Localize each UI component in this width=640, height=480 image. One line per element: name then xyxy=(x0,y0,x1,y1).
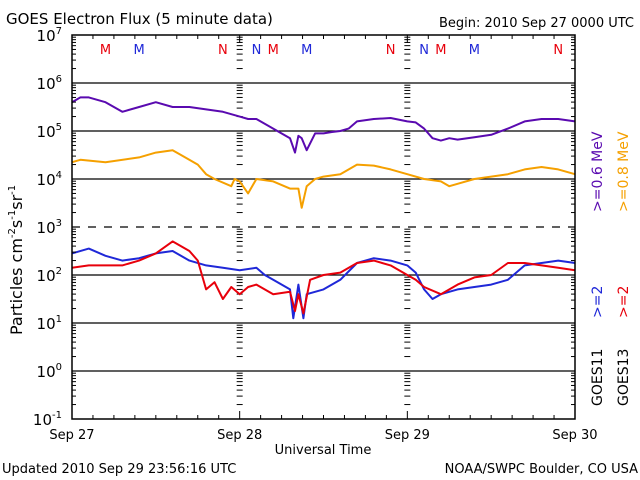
y-tick-base: 10 xyxy=(37,315,56,333)
y-tick-exponent: 1 xyxy=(56,314,62,325)
legend-goes11: GOES11 xyxy=(590,349,606,406)
marker-m: M xyxy=(435,43,446,58)
y-tick-exponent: 7 xyxy=(56,26,62,37)
marker-m: M xyxy=(301,43,312,58)
x-tick-label: Sep 30 xyxy=(552,428,597,443)
y-tick-label: 104 xyxy=(37,170,62,189)
series-line-goes13-2-mev xyxy=(71,240,576,315)
y-tick-exponent: 3 xyxy=(56,218,62,229)
y-tick-exponent: 5 xyxy=(56,122,62,133)
legend-goes13-2mev: >=2 xyxy=(616,286,632,318)
y-tick-label: 101 xyxy=(37,314,62,333)
y-axis-label: Particles cm-2s-1sr-1 xyxy=(7,185,26,335)
grid-lines xyxy=(72,36,575,406)
y-unit-exp-3: -1 xyxy=(7,185,18,195)
legend-goes11-0.6mev: >=0.6 MeV xyxy=(590,131,606,212)
y-tick-exponent: 0 xyxy=(56,362,62,373)
y-unit-exp-2: -1 xyxy=(7,210,18,220)
y-tick-exponent: 2 xyxy=(56,266,62,277)
marker-m: M xyxy=(133,43,144,58)
x-tick-labels: Sep 27 Sep 28 Sep 29 Sep 30 xyxy=(49,428,597,443)
y-tick-exponent: -1 xyxy=(52,410,62,421)
y-tick-exponent: 4 xyxy=(56,170,62,181)
y-tick-base: 10 xyxy=(37,171,56,189)
marker-m: M xyxy=(268,43,279,58)
marker-n: N xyxy=(218,43,228,58)
marker-n: N xyxy=(553,43,563,58)
plot-border xyxy=(71,34,576,420)
y-tick-base: 10 xyxy=(37,267,56,285)
y-unit-s: s xyxy=(7,220,26,228)
series-line-goes11-0-6-mev xyxy=(71,96,576,154)
y-tick-base: 10 xyxy=(37,219,56,237)
y-tick-base: 10 xyxy=(37,27,56,45)
legend: >=0.6 MeV >=0.8 MeV >=2 >=2 GOES11 GOES1… xyxy=(590,131,632,406)
plot-frame xyxy=(71,34,576,420)
y-tick-label: 107 xyxy=(37,26,62,45)
y-tick-base: 10 xyxy=(37,75,56,93)
credit-text: NOAA/SWPC Boulder, CO USA xyxy=(445,462,638,477)
y-unit-exp-1: -2 xyxy=(7,228,18,238)
y-tick-label: 105 xyxy=(37,122,62,141)
y-tick-label: 102 xyxy=(37,266,62,285)
marker-n: N xyxy=(252,43,262,58)
legend-goes13: GOES13 xyxy=(616,349,632,406)
marker-m: M xyxy=(100,43,111,58)
y-tick-label: 103 xyxy=(37,218,62,237)
series-group xyxy=(71,96,576,320)
series-line-goes13-0-8-mev xyxy=(71,149,576,209)
marker-m: M xyxy=(469,43,480,58)
y-tick-base: 10 xyxy=(37,123,56,141)
y-tick-label: 10-1 xyxy=(33,410,62,429)
updated-timestamp: Updated 2010 Sep 29 23:56:16 UTC xyxy=(2,462,236,477)
x-tick-label: Sep 28 xyxy=(217,428,262,443)
x-axis-label: Universal Time xyxy=(275,443,372,458)
chart-title: GOES Electron Flux (5 minute data) xyxy=(6,10,273,28)
y-tick-label: 106 xyxy=(37,74,62,93)
begin-label: Begin: 2010 Sep 27 0000 UTC xyxy=(439,16,634,31)
marker-n: N xyxy=(419,43,429,58)
legend-goes11-2mev: >=2 xyxy=(590,286,606,318)
y-tick-base: 10 xyxy=(33,411,52,429)
legend-goes13-0.8mev: >=0.8 MeV xyxy=(616,131,632,212)
svg-text:Particles cm-2s-1sr-1: Particles cm-2s-1sr-1 xyxy=(7,185,26,335)
y-tick-label: 100 xyxy=(37,362,62,381)
x-tick-label: Sep 27 xyxy=(49,428,94,443)
y-unit-sr: sr xyxy=(7,194,26,209)
y-tick-exponent: 6 xyxy=(56,74,62,85)
series-line-goes11-2-mev xyxy=(71,247,576,320)
marker-n: N xyxy=(386,43,396,58)
y-tick-base: 10 xyxy=(37,363,56,381)
y-axis-label-main: Particles cm xyxy=(7,238,26,335)
x-tick-label: Sep 29 xyxy=(385,428,430,443)
